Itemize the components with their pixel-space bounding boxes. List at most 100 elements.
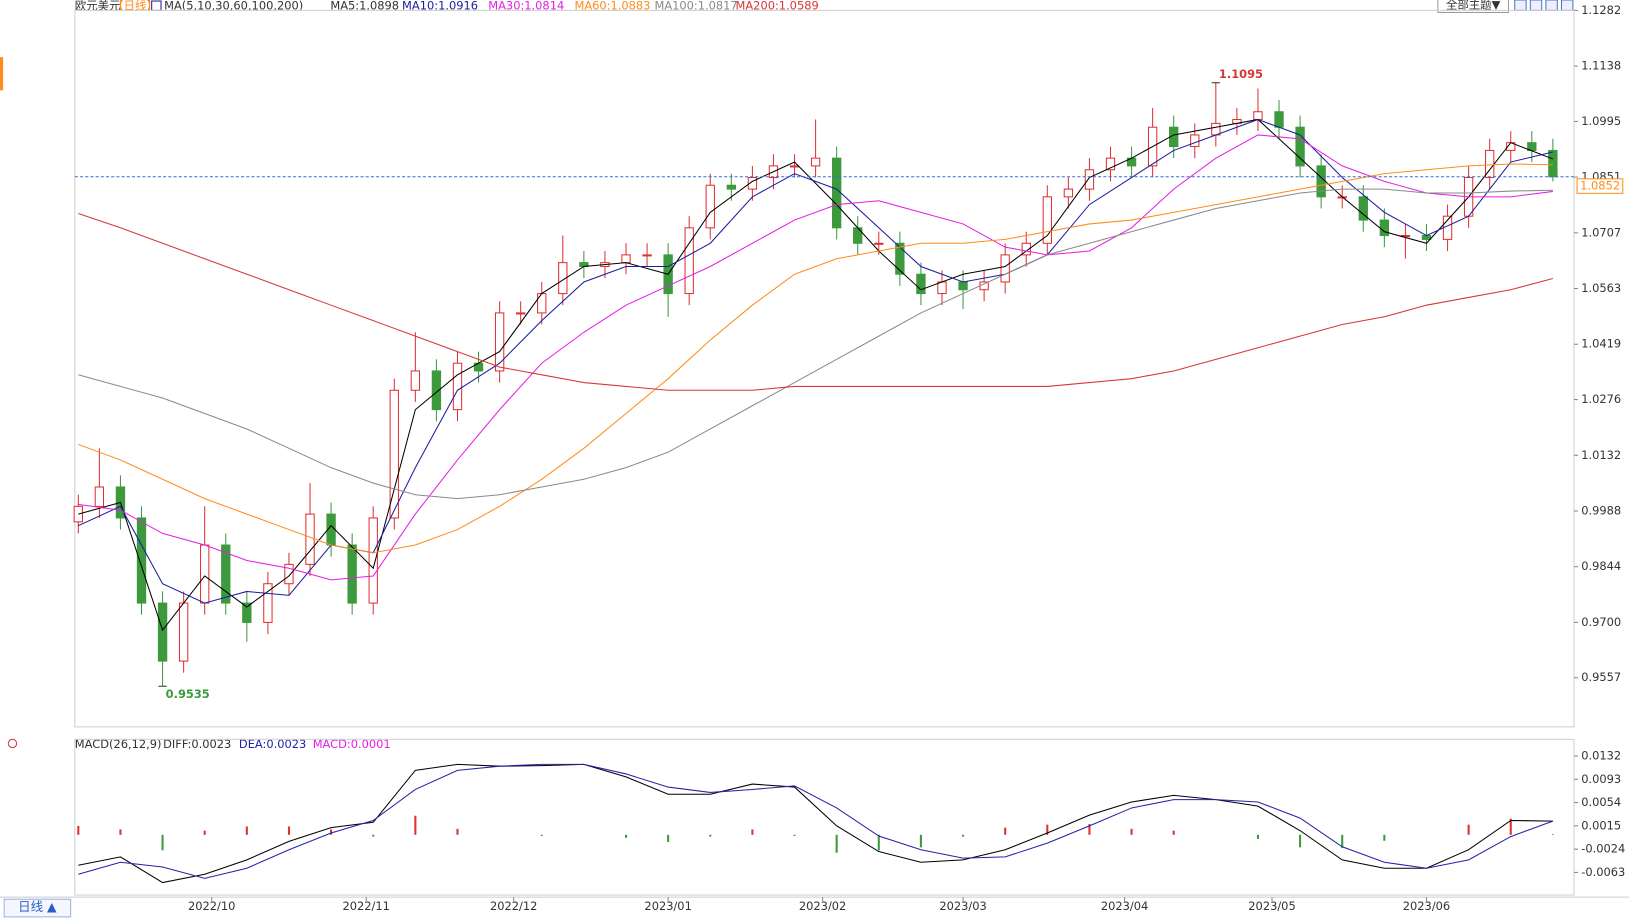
period-button-label[interactable]: 日线 ▲: [18, 899, 57, 914]
extreme-label: 0.9535: [166, 687, 210, 701]
candle-body: [1253, 111, 1263, 120]
candle-body: [242, 602, 252, 623]
candle-body: [1063, 188, 1074, 198]
candle-body: [684, 227, 694, 295]
candle-body: [410, 370, 421, 391]
y-tick-label: -0.0063: [1581, 865, 1625, 879]
candle-body: [916, 273, 926, 295]
ma-line: [78, 134, 1553, 581]
y-tick-label: 1.1138: [1581, 59, 1621, 73]
theme-button[interactable]: [1437, 0, 1510, 13]
y-tick-label: 1.0563: [1581, 281, 1621, 295]
macd-line: [78, 763, 1554, 879]
candle-body: [1358, 196, 1368, 221]
period-button[interactable]: [3, 898, 72, 918]
candle-body: [1000, 254, 1010, 283]
x-tick-label: 2023/01: [644, 899, 691, 913]
candle-body: [895, 242, 905, 275]
y-tick-label: 1.0707: [1581, 225, 1621, 239]
ma-line: [78, 212, 1554, 391]
x-tick-label: 2022/11: [343, 899, 390, 913]
last-price-box: [1576, 178, 1624, 194]
theme-button-label[interactable]: 全部主题▼: [1446, 0, 1501, 12]
ma-line: [78, 118, 1554, 632]
candle-body: [1316, 165, 1326, 198]
candle-body: [389, 389, 399, 519]
candle-body: [1105, 157, 1116, 171]
tool-icon[interactable]: [1545, 0, 1558, 11]
y-tick-label: 0.0132: [1581, 749, 1621, 763]
candle-body: [1042, 196, 1052, 244]
tool-icon[interactable]: [1529, 0, 1543, 11]
candle-body: [1274, 111, 1284, 128]
candle-body: [853, 227, 863, 244]
candle-body: [94, 486, 105, 507]
candle-body: [537, 293, 547, 314]
candle-body: [431, 370, 442, 411]
candle-body: [789, 165, 800, 168]
candle-body: [221, 544, 231, 604]
legend-ma30: MA30:1.0814: [488, 0, 564, 13]
y-tick-label: 1.0419: [1581, 337, 1621, 351]
panel-border: [74, 738, 1575, 896]
candle-body: [1295, 126, 1305, 167]
tool-icon[interactable]: [1560, 0, 1574, 11]
y-tick-label: 0.0054: [1581, 795, 1621, 809]
legend-ma10: MA10:1.0916: [402, 0, 478, 13]
candle-body: [263, 583, 273, 623]
legend-ma100: MA100:1.0817: [655, 0, 738, 13]
candle-body: [705, 184, 715, 229]
panel-border: [74, 9, 1575, 728]
candle-body: [747, 176, 758, 190]
macd-line: [78, 763, 1553, 884]
candle-body: [157, 602, 168, 662]
ma-line: [78, 163, 1553, 554]
candle-body: [200, 544, 210, 604]
y-tick-label: 0.9557: [1581, 670, 1621, 684]
y-tick-label: 0.0093: [1581, 772, 1621, 786]
candle-body: [1421, 235, 1432, 240]
legend-ma200: MA200:1.0589: [736, 0, 819, 13]
candle-body: [621, 254, 631, 264]
legend-dea: DEA:0.0023: [239, 737, 306, 751]
legend-diff: DIFF:0.0023: [163, 737, 231, 751]
candle-body: [726, 184, 737, 190]
x-tick-label: 2023/02: [799, 899, 846, 913]
x-tick-label: 2022/12: [490, 899, 537, 913]
ma-line: [78, 188, 1553, 500]
x-tick-label: 2023/06: [1403, 899, 1450, 913]
legend-macd: MACD:0.0001: [313, 737, 391, 751]
x-tick-label: 2023/05: [1248, 899, 1295, 913]
candle-body: [810, 157, 821, 167]
candle-body: [1021, 242, 1031, 256]
candle-body: [284, 563, 294, 585]
y-tick-label: 1.1282: [1581, 3, 1621, 17]
candle-body: [1211, 122, 1221, 136]
candle-body: [1548, 149, 1558, 178]
candle-body: [874, 242, 884, 245]
y-tick-label: 0.9700: [1581, 615, 1621, 629]
candle-body: [368, 517, 378, 604]
side-accent: [0, 57, 4, 91]
candle-body: [347, 544, 357, 604]
macd-indicator: MACD(26,12,9): [75, 737, 162, 751]
legend-ma5: MA5:1.0898: [330, 0, 399, 13]
legend-ma60: MA60:1.0883: [575, 0, 651, 13]
x-tick-label: 2023/03: [939, 899, 986, 913]
candle-body: [958, 281, 968, 291]
y-tick-label: 1.0995: [1581, 114, 1621, 128]
candle-body: [516, 312, 526, 315]
x-tick-label: 2023/04: [1101, 899, 1148, 913]
candle-body: [831, 157, 842, 229]
y-tick-label: 0.0015: [1581, 818, 1621, 832]
y-tick-label: 1.0132: [1581, 448, 1621, 462]
settings-icon[interactable]: [7, 738, 18, 749]
candle-body: [178, 602, 189, 662]
y-tick-label: 0.9844: [1581, 559, 1621, 573]
candle-body: [1084, 169, 1095, 190]
x-tick-label: 2022/10: [188, 899, 235, 913]
candle-body: [494, 312, 505, 372]
tool-icon[interactable]: [1514, 0, 1527, 11]
